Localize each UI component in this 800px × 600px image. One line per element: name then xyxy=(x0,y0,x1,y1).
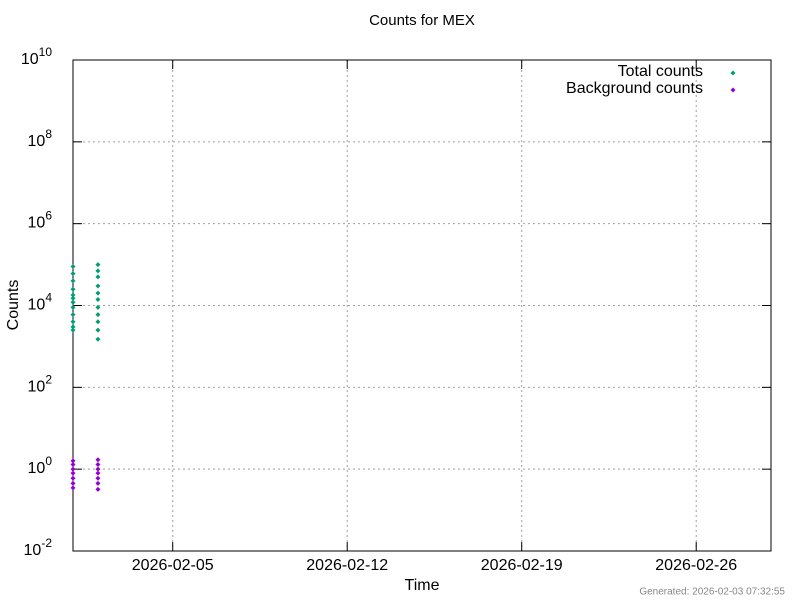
point xyxy=(70,475,76,481)
point xyxy=(70,485,76,491)
x-tick-label: 2026-02-19 xyxy=(481,557,563,574)
y-tick-exponent: 4 xyxy=(45,291,52,305)
legend-label: Total counts xyxy=(618,63,703,80)
point xyxy=(95,297,101,303)
point xyxy=(95,327,101,333)
point xyxy=(70,324,76,330)
y-tick-exponent: 2 xyxy=(45,373,52,387)
point xyxy=(95,486,101,492)
y-tick-base: 10 xyxy=(28,460,46,477)
point xyxy=(95,470,101,476)
point xyxy=(95,262,101,268)
point xyxy=(70,327,76,333)
y-tick-base: 10 xyxy=(21,51,39,68)
point xyxy=(70,458,76,464)
y-axis-label: Counts xyxy=(5,280,22,331)
y-tick-exponent: 0 xyxy=(45,454,52,468)
point xyxy=(70,304,76,310)
y-tick-label: 102 xyxy=(28,373,53,396)
legend-marker xyxy=(730,87,736,93)
point xyxy=(95,274,101,280)
point xyxy=(70,295,76,301)
y-tick-label: 100 xyxy=(28,454,53,477)
x-axis-label: Time xyxy=(405,577,440,594)
point xyxy=(70,271,76,277)
point xyxy=(70,286,76,292)
x-tick-label: 2026-02-12 xyxy=(306,557,388,574)
y-tick-base: 10 xyxy=(28,297,46,314)
point xyxy=(95,466,101,472)
point xyxy=(70,312,76,318)
point xyxy=(70,462,76,468)
point xyxy=(70,292,76,298)
point xyxy=(95,462,101,468)
y-tick-exponent: 6 xyxy=(45,209,52,223)
point xyxy=(95,304,101,310)
point xyxy=(70,278,76,284)
point xyxy=(95,480,101,486)
point xyxy=(95,457,101,463)
legend-marker xyxy=(730,70,736,76)
y-tick-exponent: 10 xyxy=(39,45,53,59)
chart-title: Counts for MEX xyxy=(369,12,475,29)
point xyxy=(95,312,101,318)
point xyxy=(95,475,101,481)
legend-label: Background counts xyxy=(566,80,703,97)
point xyxy=(70,480,76,486)
y-tick-exponent: -2 xyxy=(41,536,52,550)
x-tick-label: 2026-02-05 xyxy=(132,557,214,574)
point xyxy=(70,466,76,472)
point xyxy=(70,319,76,325)
y-tick-label: 1010 xyxy=(21,45,52,68)
y-tick-label: 104 xyxy=(28,291,53,314)
y-tick-label: 10-2 xyxy=(24,536,53,559)
point xyxy=(70,263,76,269)
point xyxy=(95,290,101,296)
y-tick-exponent: 8 xyxy=(45,127,52,141)
point xyxy=(95,336,101,342)
point xyxy=(70,470,76,476)
y-tick-base: 10 xyxy=(24,542,42,559)
x-tick-label: 2026-02-26 xyxy=(655,557,737,574)
y-tick-label: 106 xyxy=(28,209,53,232)
footer: Generated: 2026-02-03 07:32:55 xyxy=(639,587,785,598)
y-tick-base: 10 xyxy=(28,133,46,150)
y-tick-base: 10 xyxy=(28,379,46,396)
y-tick-label: 108 xyxy=(28,127,53,150)
point xyxy=(95,268,101,274)
point xyxy=(95,283,101,289)
point xyxy=(95,319,101,325)
point xyxy=(70,299,76,305)
y-tick-base: 10 xyxy=(28,215,46,232)
